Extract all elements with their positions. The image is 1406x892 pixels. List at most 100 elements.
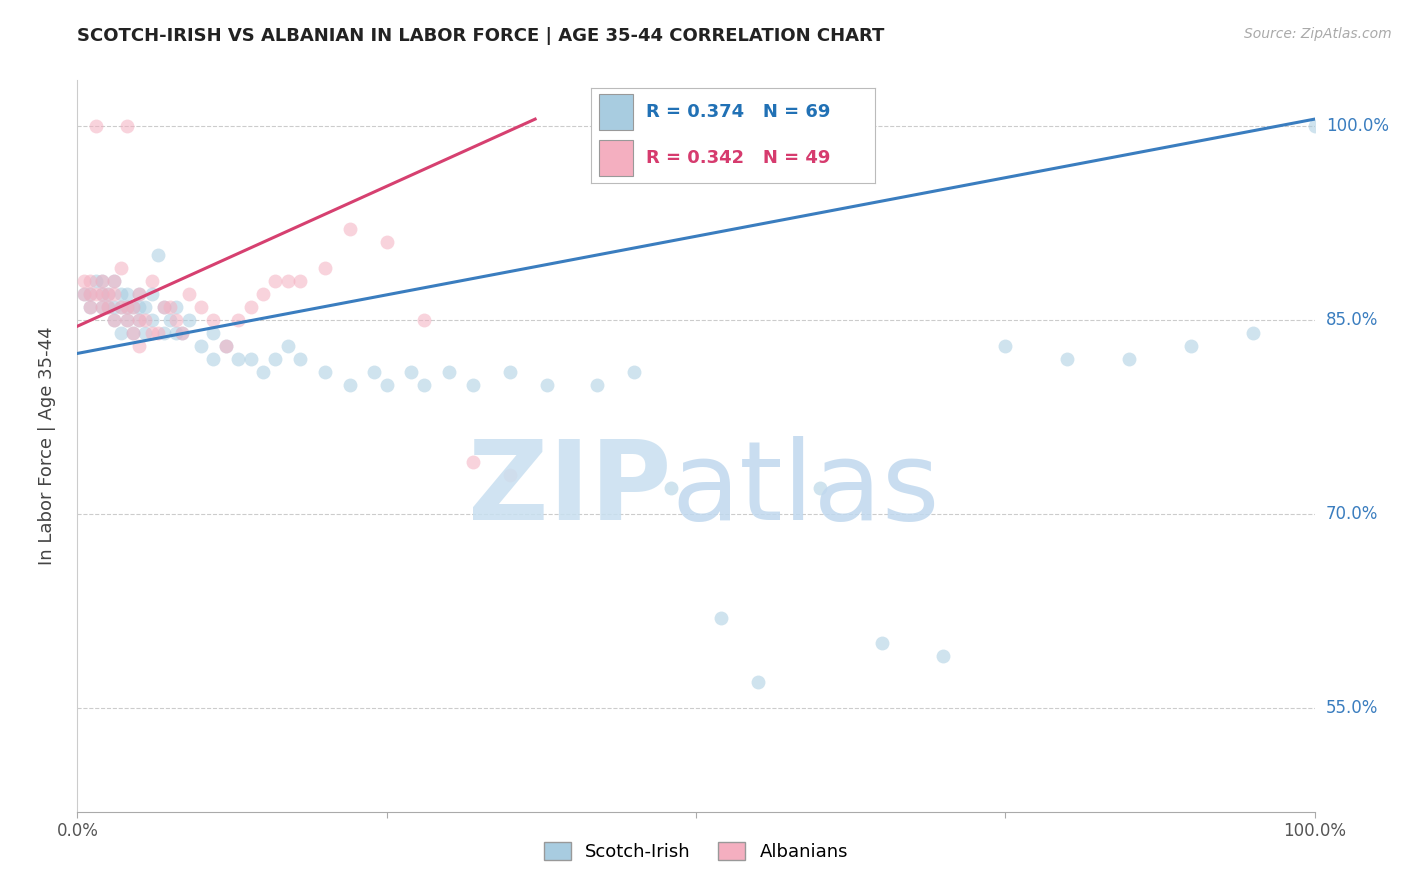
Point bbox=[264, 274, 287, 288]
Point bbox=[1180, 339, 1202, 353]
Point bbox=[115, 312, 138, 326]
Point bbox=[103, 286, 125, 301]
Point bbox=[110, 260, 132, 275]
Point bbox=[122, 300, 145, 314]
Point bbox=[375, 377, 398, 392]
Text: ZIP: ZIP bbox=[468, 436, 671, 543]
Point bbox=[277, 339, 299, 353]
Point bbox=[412, 377, 434, 392]
Point bbox=[159, 300, 181, 314]
Text: 100.0%: 100.0% bbox=[1326, 117, 1389, 135]
Point bbox=[103, 274, 125, 288]
Point bbox=[499, 365, 522, 379]
Point bbox=[141, 326, 163, 340]
Point bbox=[110, 300, 132, 314]
Point bbox=[401, 365, 423, 379]
Point bbox=[91, 286, 114, 301]
Point bbox=[363, 365, 385, 379]
Point bbox=[115, 300, 138, 314]
Text: Source: ZipAtlas.com: Source: ZipAtlas.com bbox=[1244, 27, 1392, 41]
Point bbox=[103, 312, 125, 326]
Point bbox=[177, 312, 200, 326]
Point bbox=[710, 610, 733, 624]
Point bbox=[1241, 326, 1264, 340]
Point bbox=[202, 326, 225, 340]
Text: SCOTCH-IRISH VS ALBANIAN IN LABOR FORCE | AGE 35-44 CORRELATION CHART: SCOTCH-IRISH VS ALBANIAN IN LABOR FORCE … bbox=[77, 27, 884, 45]
Point bbox=[172, 326, 194, 340]
Point bbox=[659, 481, 682, 495]
Point bbox=[91, 300, 114, 314]
Point bbox=[103, 274, 125, 288]
Point bbox=[128, 312, 150, 326]
Point bbox=[172, 326, 194, 340]
Y-axis label: In Labor Force | Age 35-44: In Labor Force | Age 35-44 bbox=[38, 326, 56, 566]
Point bbox=[134, 312, 156, 326]
Point bbox=[536, 377, 558, 392]
Point bbox=[202, 312, 225, 326]
Point bbox=[994, 339, 1017, 353]
Point bbox=[79, 286, 101, 301]
Point bbox=[623, 365, 645, 379]
Point bbox=[870, 636, 893, 650]
Point bbox=[252, 286, 274, 301]
Point bbox=[97, 300, 120, 314]
Point bbox=[288, 351, 311, 366]
Point bbox=[72, 286, 94, 301]
Point bbox=[190, 339, 212, 353]
Point bbox=[97, 286, 120, 301]
Text: 55.0%: 55.0% bbox=[1326, 699, 1378, 717]
Point bbox=[110, 286, 132, 301]
Point bbox=[84, 286, 107, 301]
Point bbox=[277, 274, 299, 288]
Point bbox=[79, 300, 101, 314]
Point bbox=[437, 365, 460, 379]
Point bbox=[339, 222, 361, 236]
Text: atlas: atlas bbox=[671, 436, 939, 543]
Point bbox=[103, 300, 125, 314]
Point bbox=[153, 326, 176, 340]
Point bbox=[226, 351, 249, 366]
Point bbox=[72, 274, 94, 288]
Point bbox=[84, 274, 107, 288]
Point bbox=[97, 286, 120, 301]
Point bbox=[128, 300, 150, 314]
Legend: Scotch-Irish, Albanians: Scotch-Irish, Albanians bbox=[537, 835, 855, 869]
Point bbox=[110, 326, 132, 340]
Point bbox=[110, 300, 132, 314]
Point bbox=[165, 312, 187, 326]
Point bbox=[79, 286, 101, 301]
Point bbox=[288, 274, 311, 288]
Point bbox=[97, 300, 120, 314]
Point bbox=[115, 119, 138, 133]
Point bbox=[586, 377, 609, 392]
Text: 85.0%: 85.0% bbox=[1326, 310, 1378, 329]
Point bbox=[264, 351, 287, 366]
Point bbox=[115, 286, 138, 301]
Point bbox=[72, 286, 94, 301]
Point bbox=[1303, 119, 1326, 133]
Text: 70.0%: 70.0% bbox=[1326, 505, 1378, 523]
Point bbox=[146, 326, 169, 340]
Point bbox=[153, 300, 176, 314]
Point bbox=[91, 286, 114, 301]
Point bbox=[808, 481, 831, 495]
Point bbox=[463, 377, 485, 392]
Point bbox=[128, 339, 150, 353]
Point bbox=[375, 235, 398, 249]
Point bbox=[91, 300, 114, 314]
Point bbox=[412, 312, 434, 326]
Point bbox=[122, 300, 145, 314]
Point bbox=[91, 274, 114, 288]
Point bbox=[165, 326, 187, 340]
Point bbox=[79, 300, 101, 314]
Point bbox=[79, 274, 101, 288]
Point bbox=[134, 300, 156, 314]
Point bbox=[932, 649, 955, 664]
Point bbox=[215, 339, 238, 353]
Point bbox=[159, 312, 181, 326]
Point bbox=[226, 312, 249, 326]
Point bbox=[314, 260, 336, 275]
Point bbox=[91, 274, 114, 288]
Point bbox=[1118, 351, 1140, 366]
Point bbox=[128, 312, 150, 326]
